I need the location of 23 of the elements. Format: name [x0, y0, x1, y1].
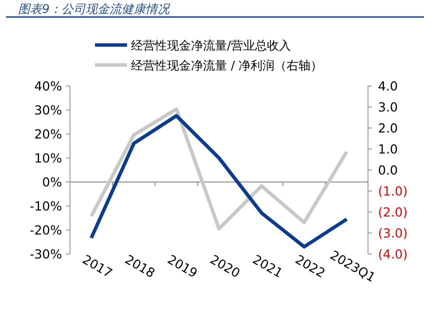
- y2-tick-label: 0.0: [378, 162, 398, 178]
- line-series: [90, 107, 348, 231]
- chart-title: 图表9：公司现金流健康情况: [18, 2, 171, 16]
- y2-tick-label: (1.0): [378, 184, 408, 198]
- y-tick-label: 30%: [34, 102, 62, 118]
- y2-tick-label: (3.0): [378, 226, 408, 240]
- y2-tick-label: 1.0: [378, 142, 398, 156]
- legend-label: 经营性现金净流量/营业总收入: [131, 38, 292, 52]
- y2-tick-label: (2.0): [378, 204, 408, 220]
- legend-label: 经营性现金净流量 / 净利润（右轴）: [131, 58, 323, 72]
- y2-tick-label: 3.0: [378, 100, 398, 114]
- y-tick-label: -30%: [30, 246, 62, 262]
- y2-tick-label: (4.0): [378, 246, 408, 262]
- y-tick-label: -10%: [30, 198, 62, 214]
- x-tick-label: 2017: [80, 252, 116, 281]
- y-tick-label: 0%: [42, 174, 62, 190]
- line-series: [90, 114, 348, 249]
- y2-tick-label: 2.0: [378, 120, 398, 136]
- y-tick-label: 20%: [34, 126, 62, 142]
- y-tick-label: 10%: [34, 150, 62, 166]
- y2-tick-label: 4.0: [378, 78, 398, 94]
- y-tick-label: -20%: [30, 222, 62, 238]
- y-tick-label: 40%: [34, 78, 62, 94]
